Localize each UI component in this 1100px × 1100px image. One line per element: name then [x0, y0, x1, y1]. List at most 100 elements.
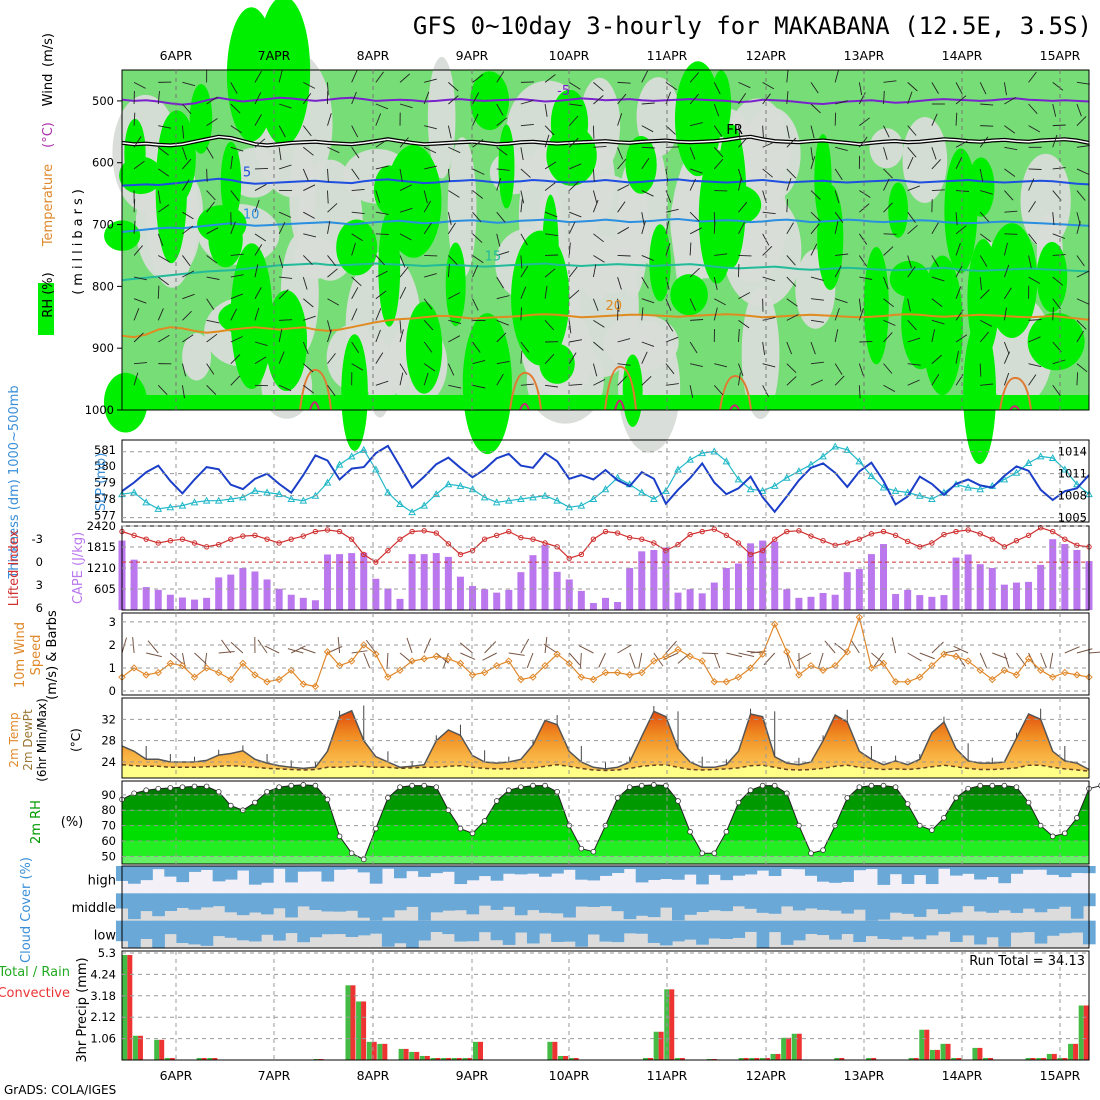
wind-barb [206, 190, 216, 201]
cape-bar [1012, 582, 1020, 610]
wind-barb [496, 319, 509, 326]
wind-barb [617, 147, 624, 160]
thickness-point [263, 488, 271, 496]
cloud-bar [744, 866, 758, 875]
cloud-row-label: high [88, 874, 116, 889]
wind-barb [859, 276, 873, 280]
cloud-bar [369, 893, 383, 921]
wind-speed-point [311, 682, 320, 691]
precip-convective-bar [446, 1057, 452, 1060]
precip-convective-bar [977, 1047, 983, 1060]
precip-convective-bar [169, 1057, 175, 1060]
wind-barb [689, 168, 703, 174]
surface-wind-barb [218, 651, 235, 654]
li-point [506, 528, 512, 535]
precip-convective-bar [934, 1049, 940, 1060]
wind-barb [351, 70, 358, 83]
wind-barb [447, 125, 452, 139]
precip-total-bar [557, 1055, 563, 1060]
wind-barb [496, 146, 508, 156]
wind-barb [713, 82, 721, 95]
wind-speed-point [396, 666, 404, 674]
precip-convective-bar [754, 1057, 760, 1060]
wind-barb [157, 384, 168, 396]
wind-barb [302, 168, 309, 182]
rh-point [820, 847, 826, 853]
precip-total-bar [1025, 1057, 1031, 1060]
rh-point [759, 782, 766, 789]
wind-barb [931, 374, 940, 386]
cloud-bar [297, 893, 310, 907]
cloud-bar [974, 920, 987, 945]
li-tick: -3 [32, 532, 43, 546]
wind-barb [182, 310, 192, 321]
cape-tick: 2420 [87, 519, 116, 533]
precip-convective-bar [573, 1057, 579, 1060]
wind-barb [375, 270, 388, 278]
wind-barb [327, 203, 338, 213]
cape-bar [904, 589, 912, 610]
wind-barb [520, 233, 528, 246]
cloud-bar [430, 920, 443, 933]
thickness-point [722, 457, 731, 465]
wind-barb [834, 69, 840, 83]
wind-barb [279, 276, 293, 279]
li-point [699, 528, 705, 535]
wind-barb [375, 233, 389, 235]
cape-bar [589, 603, 597, 610]
wind-barb [303, 384, 314, 394]
wind-barb [907, 146, 917, 158]
cape-bar [348, 553, 356, 610]
wind-barb [254, 356, 267, 365]
thickness-tick: 581 [94, 443, 116, 457]
precip-convective-bar [137, 1035, 143, 1060]
cloud-bar [502, 893, 516, 907]
cloud-bar [1058, 893, 1072, 907]
cloud-bar [551, 920, 564, 942]
wind-barb [254, 264, 259, 278]
wind-barb [931, 329, 936, 343]
isotherm-30-loop [729, 404, 740, 411]
cloud-bar [406, 866, 419, 872]
wind-barb [641, 298, 655, 304]
surface-wind-barb [221, 639, 232, 654]
panel-backgrounds [38, 0, 1089, 948]
thickness-point [698, 449, 707, 457]
side-label: (°C) [41, 122, 56, 148]
wind-barb [1076, 270, 1089, 278]
date-label-top: 13APR [844, 48, 885, 63]
rh-dry-patch [673, 159, 704, 308]
rh-point [747, 787, 754, 794]
thickness-point [565, 503, 574, 511]
rh-point [929, 827, 935, 833]
rh-moist-patch [405, 301, 443, 394]
chart-labels: 6APR 6APR 7APR 7APR 8APR 8APR 9APR 9APR 10APR 10A… [0, 33, 1087, 1083]
cloud-bar [901, 866, 915, 884]
temp-tick: 32 [101, 712, 116, 726]
wind-barb [181, 385, 185, 399]
wind-barb [883, 168, 893, 179]
cloud-bar [720, 893, 734, 912]
surface-wind-barb [992, 652, 1008, 660]
cloud-bar [309, 920, 323, 938]
cape-bar [565, 579, 573, 610]
wind-barb [689, 147, 696, 160]
wind-barb [520, 255, 523, 269]
wind-barb [714, 363, 728, 368]
precip-convective-bar [839, 1057, 845, 1060]
rh-point [300, 782, 307, 788]
wind-barb [230, 253, 244, 256]
wind-speed-point [178, 661, 187, 670]
wind-barb [592, 264, 597, 278]
pressure-axis-label: (millibars) [71, 185, 86, 295]
cloud-bar [889, 920, 903, 940]
wind-barb [786, 168, 797, 179]
wind-barb [279, 319, 293, 321]
wind-barb [955, 350, 959, 364]
wind-barb [593, 95, 604, 105]
precip-convective-bar [424, 1055, 430, 1060]
wind-barb [810, 319, 824, 323]
cape-bar [674, 592, 682, 610]
wind-barb [472, 92, 480, 105]
